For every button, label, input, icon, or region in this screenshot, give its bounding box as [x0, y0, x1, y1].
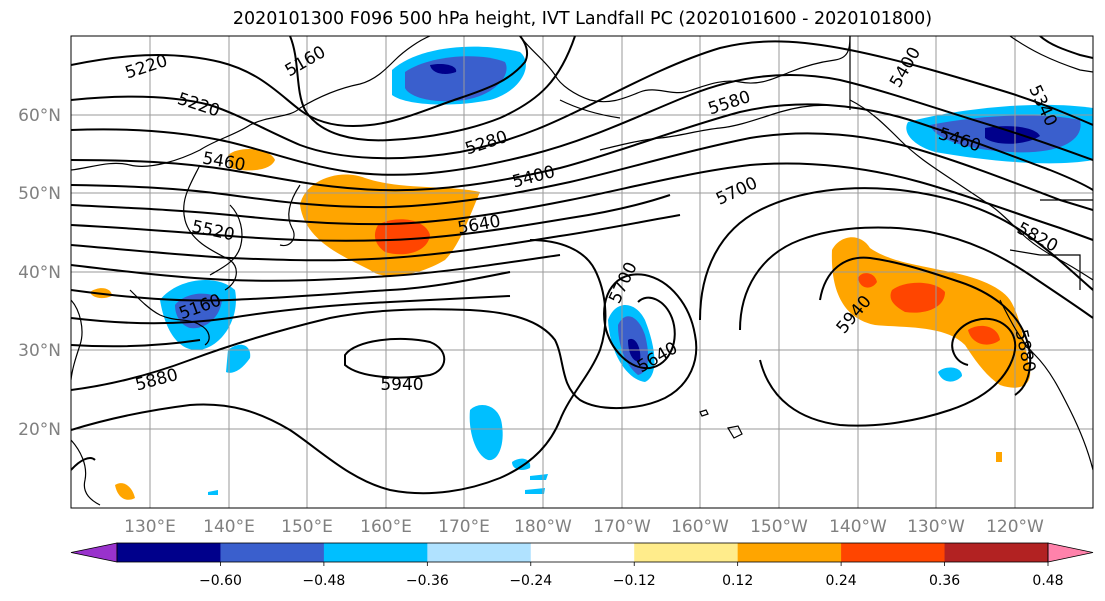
colorbar-tick-label: −0.48: [302, 573, 345, 589]
colorbar-extend-low: [70, 542, 118, 563]
colorbar-segment: [427, 543, 532, 562]
lon-label: 130°E: [124, 517, 176, 537]
colorbar: [70, 542, 1094, 563]
colorbar-segment: [841, 543, 946, 562]
colorbar-segment: [530, 543, 635, 562]
map-border: [70, 35, 1094, 509]
colorbar-tick-label: −0.12: [613, 573, 656, 589]
lat-label: 50°N: [18, 184, 61, 204]
lon-label: 140°W: [829, 517, 887, 537]
colorbar-tick-label: −0.60: [199, 573, 242, 589]
latitude-labels: 60°N 50°N 40°N 30°N 20°N: [18, 106, 61, 440]
lon-label: 140°E: [203, 517, 255, 537]
colorbar-tick-label: 0.36: [929, 573, 960, 589]
colorbar-segment: [944, 543, 1049, 562]
lon-label: 160°E: [360, 517, 412, 537]
lon-label: 180°W: [514, 517, 572, 537]
colorbar-tick-label: 0.24: [826, 573, 857, 589]
lat-label: 40°N: [18, 263, 61, 283]
colorbar-segment: [117, 543, 221, 562]
colorbar-tick-label: −0.36: [406, 573, 449, 589]
colorbar-extend-high: [1047, 542, 1094, 563]
colorbar-segment: [323, 543, 428, 562]
lon-label: 160°W: [671, 517, 729, 537]
colorbar-tick-label: 0.48: [1032, 573, 1063, 589]
lon-label: 170°E: [438, 517, 490, 537]
colorbar-segment: [634, 543, 739, 562]
colorbar-tick-label: 0.12: [722, 573, 753, 589]
map-title: 2020101300 F096 500 hPa height, IVT Land…: [232, 9, 933, 29]
lon-label: 130°W: [907, 517, 965, 537]
lon-label: 120°W: [986, 517, 1044, 537]
lon-label: 150°W: [750, 517, 808, 537]
lon-label: 170°W: [593, 517, 651, 537]
colorbar-outline: [116, 542, 1049, 563]
lat-label: 60°N: [18, 106, 61, 126]
colorbar-tick-labels: −0.60 −0.48 −0.36 −0.24 −0.12 0.12 0.24 0.36 0.4…: [199, 562, 1064, 589]
colorbar-tick-label: −0.24: [509, 573, 552, 589]
colorbar-segment: [737, 543, 842, 562]
height-contours: [71, 36, 1093, 495]
contour-label: 5940: [380, 375, 423, 395]
longitude-labels: 130°E 140°E 150°E 160°E 170°E 180°W 170°…: [124, 517, 1044, 537]
lon-label: 150°E: [281, 517, 333, 537]
lat-label: 20°N: [18, 420, 61, 440]
colorbar-segment: [220, 543, 325, 562]
lat-label: 30°N: [18, 341, 61, 361]
